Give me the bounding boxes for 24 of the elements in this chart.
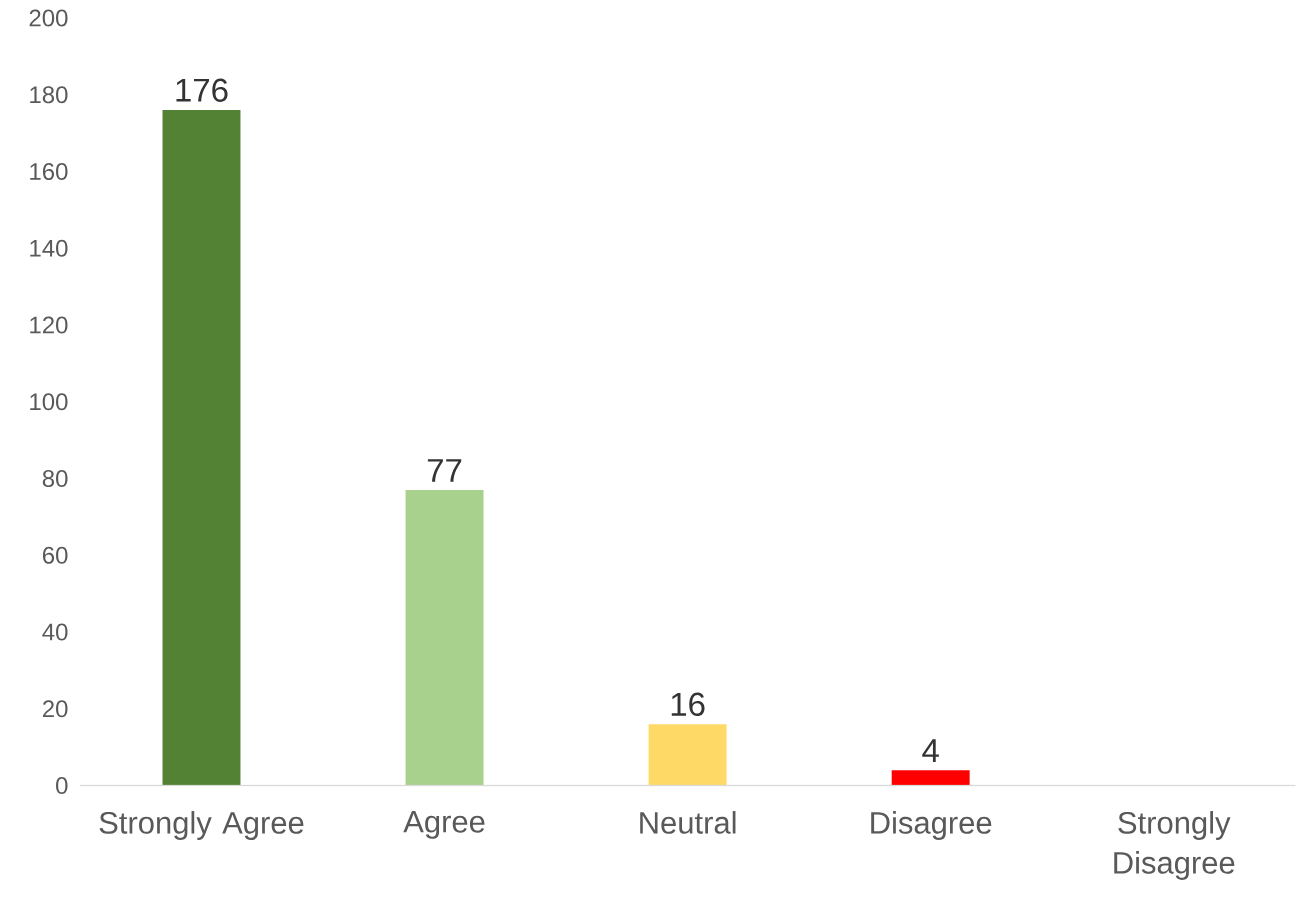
y-tick-label: 100 [30, 393, 68, 411]
y-tick-label: 140 [30, 239, 68, 257]
bar [648, 723, 727, 786]
data-label: 4 [922, 739, 939, 762]
y-tick-label: 40 [42, 623, 68, 641]
y-tick-label: 200 [29, 9, 68, 27]
x-tick-label: Strongly Disagree [1114, 810, 1235, 880]
x-tick-label: Neutral [640, 810, 736, 834]
data-label: 16 [671, 692, 705, 716]
y-tick-label: 0 [56, 776, 68, 794]
data-label: 77 [427, 458, 462, 482]
y-tick-label: 160 [30, 162, 68, 180]
y-tick-label: 180 [30, 86, 68, 103]
x-tick-label: Disagree [871, 810, 992, 840]
bar [891, 769, 970, 786]
x-tick-label: Agree [403, 810, 485, 839]
x-tick-label: Strongly Agree [99, 810, 304, 840]
y-tick-label: 80 [42, 469, 68, 487]
data-label: 176 [176, 78, 228, 102]
y-tick-label: 120 [30, 316, 68, 334]
y-tick-label: 60 [42, 546, 68, 564]
bar [162, 109, 241, 786]
y-tick-label: 20 [42, 700, 68, 718]
bar [405, 489, 484, 786]
